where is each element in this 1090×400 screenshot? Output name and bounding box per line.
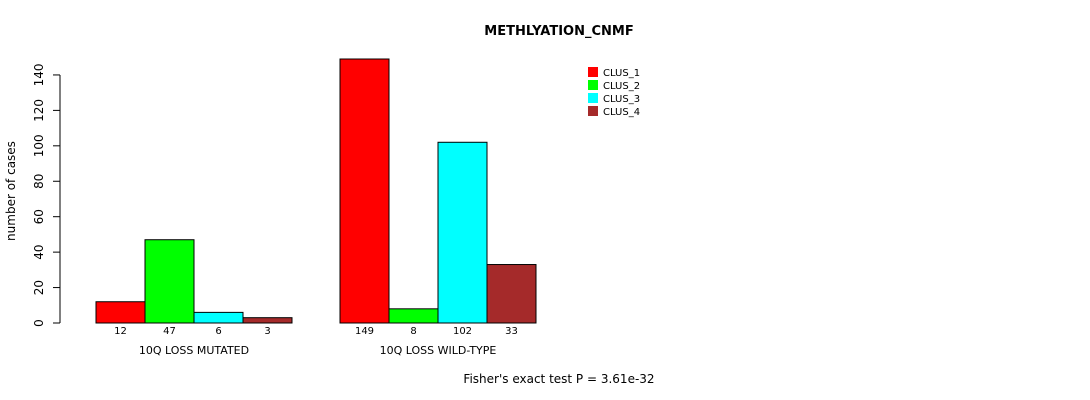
bar-value-label: 3	[264, 326, 270, 337]
legend-swatch	[588, 80, 598, 90]
legend-label: CLUS_3	[603, 94, 640, 105]
bar-clus-3	[437, 141, 488, 324]
bar-clus-1	[339, 58, 390, 324]
bar-value-label: 6	[215, 326, 221, 337]
bar-clus-2	[388, 308, 439, 324]
legend-swatch	[588, 93, 598, 103]
chart-title: METHLYATION_CNMF	[484, 24, 633, 39]
data-labels-group: 12 47 6 3 149 8 102 33	[114, 326, 518, 337]
y-tick-label: 80	[32, 174, 46, 189]
y-tick-label: 140	[32, 63, 46, 86]
bar-clus-3	[193, 311, 244, 324]
category-label: 10Q LOSS WILD-TYPE	[380, 344, 497, 357]
fisher-test-footnote: Fisher's exact test P = 3.61e-32	[463, 372, 654, 386]
bar-clus-2	[144, 239, 195, 324]
bar-value-label: 47	[163, 326, 176, 337]
category-label: 10Q LOSS MUTATED	[139, 344, 249, 357]
bar-value-label: 149	[355, 326, 374, 337]
y-axis-label: number of cases	[4, 141, 18, 241]
bar-value-label: 8	[410, 326, 416, 337]
legend-label: CLUS_1	[603, 68, 640, 79]
bar-value-label: 102	[453, 326, 472, 337]
y-tick-label: 120	[32, 99, 46, 122]
legend-label: CLUS_2	[603, 81, 640, 92]
y-tick-label: 20	[32, 280, 46, 295]
bar-value-label: 33	[505, 326, 518, 337]
category-labels-group: 10Q LOSS MUTATED 10Q LOSS WILD-TYPE	[139, 344, 497, 357]
y-tick-label: 0	[32, 319, 46, 327]
legend-label: CLUS_4	[603, 107, 640, 118]
bar-clus-4	[242, 317, 293, 324]
legend-swatch	[588, 67, 598, 77]
bar-clus-4	[486, 264, 537, 324]
bar-value-label: 12	[114, 326, 127, 337]
y-axis: 0 20 40 60 80 100 120 140	[32, 63, 61, 327]
bar-clus-1	[95, 301, 146, 324]
bars-group	[95, 58, 537, 324]
y-tick-label: 40	[32, 244, 46, 259]
y-tick-label: 100	[32, 134, 46, 157]
y-tick-label: 60	[32, 209, 46, 224]
legend-swatch	[588, 106, 598, 116]
legend: CLUS_1 CLUS_2 CLUS_3 CLUS_4	[588, 67, 640, 118]
